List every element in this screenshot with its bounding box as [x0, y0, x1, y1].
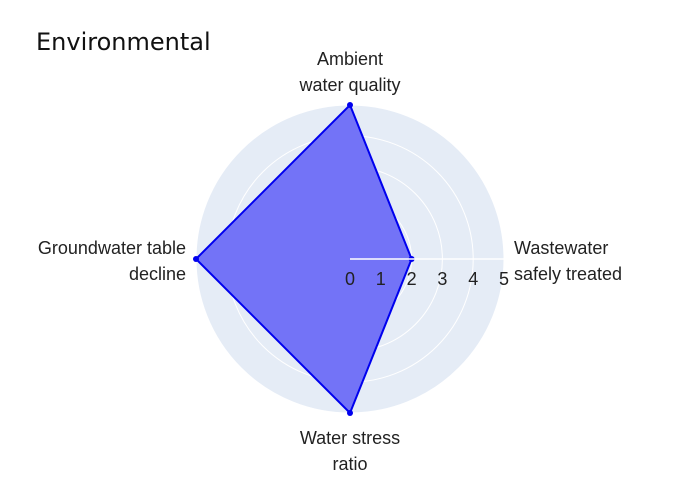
axis-label-line: safely treated	[514, 264, 622, 284]
radial-tick-label: 0	[345, 269, 355, 289]
radial-tick-label: 1	[376, 269, 386, 289]
axis-label-line: Water stress	[300, 428, 400, 448]
axis-label-4: Groundwater table decline	[38, 238, 186, 284]
axis-label-line: water quality	[298, 75, 400, 95]
radial-tick-label: 4	[468, 269, 478, 289]
radial-tick-label: 5	[499, 269, 509, 289]
axis-label-line: Groundwater table	[38, 238, 186, 258]
axis-label-line: Wastewater	[514, 238, 608, 258]
radial-tick-label: 3	[437, 269, 447, 289]
axis-label-line: decline	[129, 264, 186, 284]
data-point-3	[347, 410, 353, 416]
chart-title: Environmental	[36, 28, 211, 56]
data-point-4	[193, 256, 199, 262]
radial-tick-label: 2	[407, 269, 417, 289]
axis-label-1: Ambient water quality	[298, 49, 400, 95]
axis-label-line: ratio	[332, 454, 367, 474]
axis-label-3: Water stress ratio	[300, 428, 400, 474]
data-point-1	[347, 102, 353, 108]
axis-label-2: Wastewater safely treated	[514, 238, 622, 284]
axis-label-line: Ambient	[317, 49, 383, 69]
